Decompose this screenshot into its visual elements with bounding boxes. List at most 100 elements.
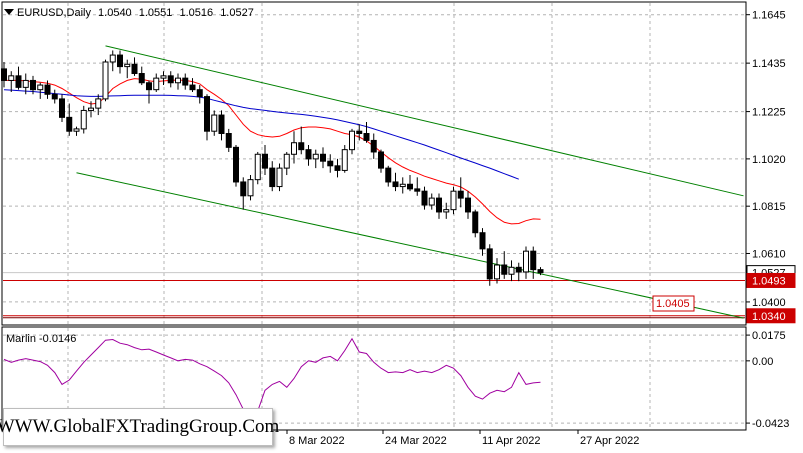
candle-body-bear: [385, 167, 392, 183]
time-axis: 8 Mar 2022 24 Mar 2022 11 Apr 2022 27 Apr 2…: [286, 430, 639, 447]
ohlc-close: 1.0527: [220, 7, 254, 19]
candle-body-bear: [59, 98, 65, 118]
moving-averages: [3, 78, 541, 225]
candle-body-bear: [363, 133, 370, 141]
candle-body-bear: [465, 197, 471, 213]
candle: [385, 165, 392, 187]
candle-body-bear: [138, 73, 145, 84]
candle: [109, 50, 116, 72]
candle-body-bull: [276, 167, 283, 188]
candle: [218, 110, 225, 141]
candle-body-bull: [211, 114, 218, 132]
support-1-price-tag-text: 1.0493: [752, 275, 786, 287]
candle: [392, 172, 399, 192]
candle: [37, 82, 44, 99]
symbol-header: EURUSD,Daily 1.0540 1.0551 1.0516 1.0527: [17, 7, 254, 19]
candle: [334, 158, 341, 178]
ohlc-low: 1.0516: [179, 7, 213, 19]
candle-body-bear: [51, 93, 58, 100]
candle: [465, 191, 471, 219]
candle: [494, 258, 500, 284]
indicator-tick-label: -0.0423: [752, 418, 789, 430]
candle: [356, 124, 363, 141]
candle-body-bull: [312, 153, 319, 160]
candle-body-bear: [356, 130, 363, 135]
trend-channel: [76, 45, 744, 319]
candle-body-bear: [269, 167, 276, 188]
price-tick-label: 1.0400: [752, 297, 786, 309]
candle-body-bear: [392, 181, 399, 188]
candle-body-bear: [327, 160, 334, 167]
candle: [486, 244, 493, 286]
candle: [59, 94, 65, 122]
candle-body-bear: [479, 232, 486, 250]
price-pane-frame: [1, 1, 747, 326]
indicator-tick-label: 0.00: [752, 356, 773, 368]
candle: [102, 59, 109, 102]
indicator-tick-label: 0.0175: [752, 330, 786, 342]
candle-body-bear: [515, 266, 522, 273]
candle-body-bear: [196, 89, 203, 98]
candle: [421, 186, 428, 210]
candle-body-bull: [349, 130, 355, 151]
candle: [269, 161, 276, 192]
candle-body-bull: [283, 153, 290, 169]
candle: [73, 126, 80, 136]
target-price-text: 1.0405: [656, 298, 690, 310]
candle-body-bear: [378, 151, 384, 169]
candle: [378, 149, 384, 173]
marlin-line: [3, 337, 541, 419]
support-2-price-tag-box: [746, 308, 796, 324]
candle: [153, 73, 160, 92]
candle: [8, 71, 15, 92]
grid-lines: [3, 3, 745, 429]
watermark-banner: WWW.GlobalFXTradingGroup.Com: [0, 408, 279, 446]
candle-body-bull: [247, 179, 254, 197]
candle: [30, 75, 36, 95]
candle-body-bear: [407, 183, 413, 190]
candle-body-bear: [30, 79, 36, 91]
channel-upper-line: [105, 45, 744, 197]
candle-body-bear: [530, 250, 537, 271]
candle: [428, 193, 435, 210]
candle: [240, 177, 247, 210]
marlin-indicator: [3, 337, 541, 419]
candle: [146, 80, 152, 104]
support-1-price-tag-box: [746, 272, 796, 288]
candle-body-bear: [537, 269, 544, 274]
candle: [189, 78, 196, 92]
candle-body-bull: [8, 75, 15, 81]
timeframe-label: Daily: [67, 7, 92, 19]
candle-body-bull: [399, 183, 406, 188]
candle: [233, 145, 239, 187]
slow_ma-line: [3, 89, 519, 180]
candle: [341, 145, 348, 173]
candle-body-bull: [450, 190, 457, 211]
fast_ma-line: [4, 78, 541, 225]
candle-body-bear: [225, 133, 232, 148]
candle-body-bear: [218, 114, 225, 135]
candle: [436, 193, 442, 219]
candle-body-bull: [443, 209, 450, 213]
candle-body-bear: [334, 165, 341, 171]
candle-body-bear: [421, 190, 428, 206]
candle-body-bear: [189, 84, 196, 91]
support-2-price-tag-text: 1.0340: [752, 311, 786, 323]
candle: [363, 121, 370, 143]
candle: [44, 80, 51, 99]
candle: [508, 260, 515, 282]
candle: [254, 151, 261, 185]
candle-body-bear: [262, 153, 268, 169]
candle: [160, 71, 167, 86]
collapse-triangle-icon[interactable]: [4, 9, 14, 15]
candle: [370, 133, 377, 159]
candle-body-bear: [486, 248, 493, 280]
candle: [523, 246, 529, 279]
candle-body-bull: [73, 128, 80, 132]
candle: [167, 71, 174, 88]
candle-body-bull: [102, 61, 109, 100]
candle: [443, 202, 450, 219]
candle: [276, 163, 283, 192]
target-price-tag[interactable]: [652, 295, 695, 312]
